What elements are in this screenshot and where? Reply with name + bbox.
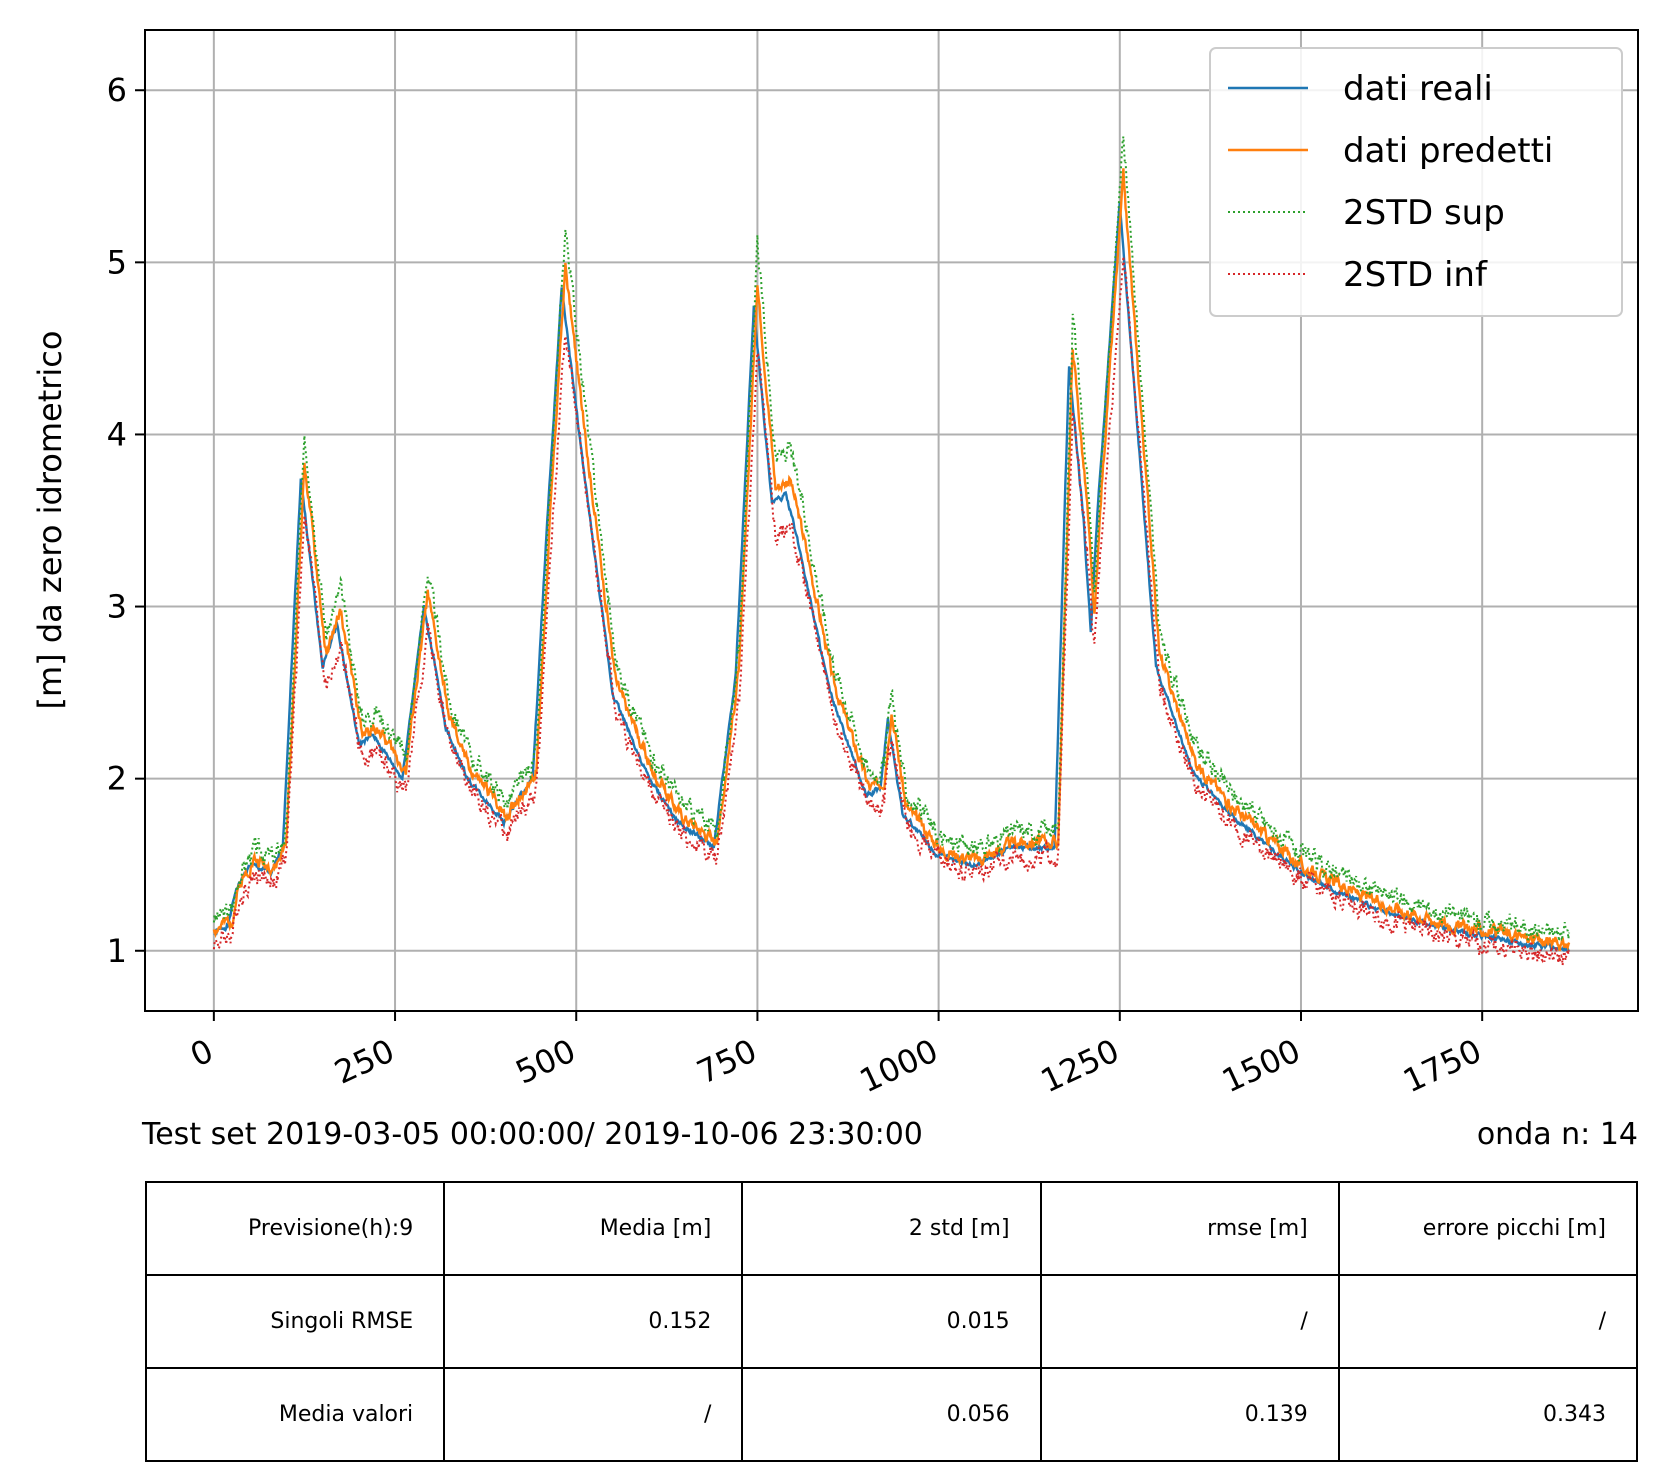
y-tick-label: 5 <box>107 243 127 281</box>
table-cell: 0.015 <box>741 1274 1042 1369</box>
legend: dati reali dati predetti 2STD sup 2STD inf <box>1209 47 1623 317</box>
table-cell: 0.056 <box>741 1367 1042 1462</box>
legend-label: 2STD sup <box>1343 193 1505 233</box>
legend-label: dati predetti <box>1343 131 1553 171</box>
table-cell: 0.152 <box>443 1274 744 1369</box>
table-cell: Previsione(h):9 <box>144 1181 446 1276</box>
y-tick-label: 1 <box>107 932 127 970</box>
table-cell: Media [m] <box>443 1181 744 1276</box>
y-tick-label: 6 <box>107 71 127 109</box>
series-lines <box>212 136 1571 966</box>
legend-box <box>1209 47 1623 317</box>
legend-label: dati reali <box>1343 69 1493 109</box>
table-cell: 0.139 <box>1039 1367 1340 1462</box>
table-cell: / <box>1039 1274 1340 1369</box>
series-line-2 <box>212 168 1571 952</box>
y-tick-label: 3 <box>107 588 127 626</box>
table-cell: rmse [m] <box>1039 1181 1340 1276</box>
series-line-4 <box>212 256 1571 966</box>
wave-number-caption: onda n: 14 <box>1476 1117 1638 1152</box>
y-tick-label: 2 <box>107 760 127 798</box>
x-tick-label: 250 <box>329 1031 400 1091</box>
stats-table: Previsione(h):9 Media [m] 2 std [m] rmse… <box>144 1181 1639 1462</box>
table-row: Singoli RMSE 0.152 0.015 / / <box>144 1274 1639 1369</box>
table-cell: 2 std [m] <box>741 1181 1042 1276</box>
x-tick-label: 0 <box>184 1031 219 1074</box>
table-row: Media valori / 0.056 0.139 0.343 <box>144 1367 1639 1462</box>
plot-frame <box>144 29 1639 1012</box>
y-tick-label: 4 <box>107 415 127 453</box>
series-line-3 <box>212 136 1571 942</box>
x-tick-label: 1750 <box>1397 1031 1487 1100</box>
table-header-row: Previsione(h):9 Media [m] 2 std [m] rmse… <box>144 1181 1639 1276</box>
table-cell: / <box>1337 1274 1639 1369</box>
table-cell: errore picchi [m] <box>1337 1181 1639 1276</box>
y-axis-label: [m] da zero idrometrico <box>31 331 69 710</box>
x-tick-label: 500 <box>510 1031 581 1091</box>
x-tick-label: 750 <box>691 1031 762 1091</box>
table-cell: Media valori <box>144 1367 446 1462</box>
legend-label: 2STD inf <box>1343 255 1488 295</box>
table-cell: Singoli RMSE <box>144 1274 446 1369</box>
x-tick-label: 1000 <box>854 1031 944 1100</box>
x-tick-label: 1250 <box>1035 1031 1125 1100</box>
test-set-caption: Test set 2019-03-05 00:00:00/ 2019-10-06… <box>142 1117 923 1152</box>
table-cell: 0.343 <box>1337 1367 1639 1462</box>
x-tick-label: 1500 <box>1216 1031 1306 1100</box>
line-chart: 0 250 500 750 1000 1250 1500 1750 1 2 3 4 5 6 [m] da … <box>31 29 1639 1100</box>
table-cell: / <box>443 1367 744 1462</box>
